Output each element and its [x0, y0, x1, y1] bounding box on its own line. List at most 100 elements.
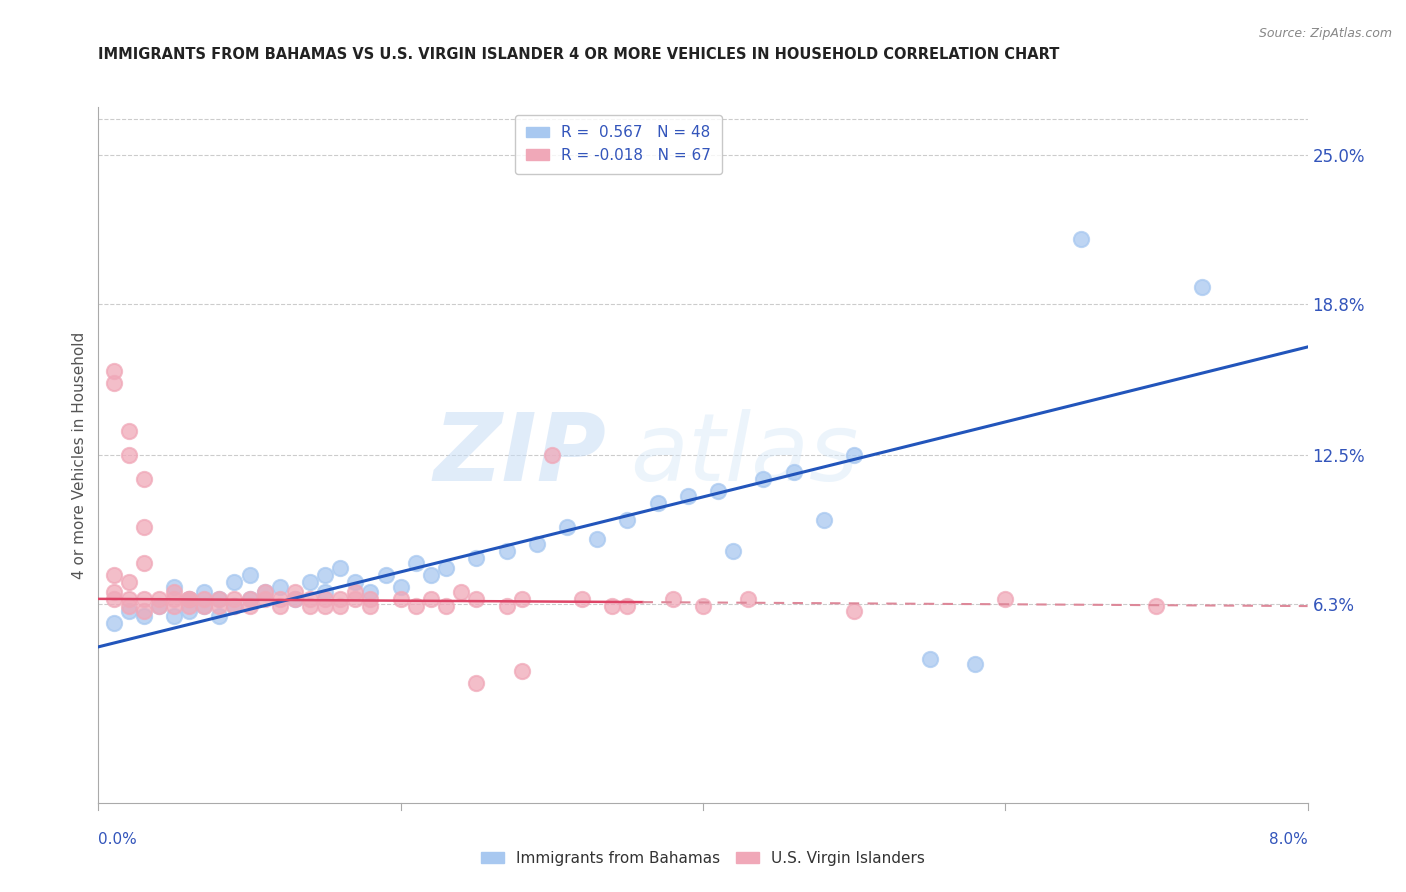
Point — [389, 591, 412, 606]
Text: ZIP: ZIP — [433, 409, 606, 501]
Point — [224, 599, 246, 613]
Point — [179, 591, 201, 606]
Text: IMMIGRANTS FROM BAHAMAS VS U.S. VIRGIN ISLANDER 4 OR MORE VEHICLES IN HOUSEHOLD : IMMIGRANTS FROM BAHAMAS VS U.S. VIRGIN I… — [98, 47, 1060, 62]
Point — [103, 376, 125, 390]
Point — [103, 591, 125, 606]
Text: Source: ZipAtlas.com: Source: ZipAtlas.com — [1258, 27, 1392, 40]
Point — [844, 448, 866, 462]
Point — [1070, 232, 1092, 246]
Point — [359, 591, 381, 606]
Point — [465, 551, 488, 566]
Point — [132, 608, 155, 623]
Point — [344, 584, 367, 599]
Point — [132, 556, 155, 570]
Point — [571, 591, 593, 606]
Point — [602, 599, 624, 613]
Point — [465, 676, 488, 690]
Point — [208, 608, 231, 623]
Point — [616, 599, 638, 613]
Point — [208, 599, 231, 613]
Point — [389, 580, 412, 594]
Point — [707, 483, 730, 498]
Point — [495, 544, 517, 558]
Point — [419, 567, 441, 582]
Point — [329, 560, 352, 574]
Point — [269, 599, 291, 613]
Point — [495, 599, 517, 613]
Point — [692, 599, 714, 613]
Point — [179, 599, 201, 613]
Point — [540, 448, 562, 462]
Point — [813, 513, 835, 527]
Legend: Immigrants from Bahamas, U.S. Virgin Islanders: Immigrants from Bahamas, U.S. Virgin Isl… — [475, 845, 931, 871]
Point — [616, 513, 638, 527]
Point — [299, 575, 322, 590]
Point — [224, 575, 246, 590]
Text: atlas: atlas — [630, 409, 859, 500]
Point — [374, 567, 396, 582]
Point — [284, 591, 307, 606]
Point — [284, 591, 307, 606]
Point — [118, 448, 141, 462]
Point — [118, 599, 141, 613]
Point — [163, 608, 186, 623]
Text: 8.0%: 8.0% — [1268, 831, 1308, 847]
Point — [239, 591, 262, 606]
Point — [359, 584, 381, 599]
Point — [163, 584, 186, 599]
Point — [299, 591, 322, 606]
Point — [132, 520, 155, 534]
Point — [163, 591, 186, 606]
Point — [179, 604, 201, 618]
Text: 0.0%: 0.0% — [98, 831, 138, 847]
Point — [253, 591, 276, 606]
Point — [132, 604, 155, 618]
Point — [555, 520, 578, 534]
Point — [752, 472, 775, 486]
Point — [526, 537, 548, 551]
Point — [193, 584, 215, 599]
Point — [510, 664, 533, 678]
Point — [284, 584, 307, 599]
Point — [118, 575, 141, 590]
Point — [132, 472, 155, 486]
Point — [269, 580, 291, 594]
Point — [208, 591, 231, 606]
Point — [344, 591, 367, 606]
Point — [179, 591, 201, 606]
Point — [299, 599, 322, 613]
Point — [269, 591, 291, 606]
Point — [314, 599, 336, 613]
Point — [314, 567, 336, 582]
Point — [148, 591, 170, 606]
Point — [419, 591, 441, 606]
Point — [1144, 599, 1167, 613]
Point — [405, 556, 427, 570]
Point — [118, 424, 141, 438]
Point — [224, 591, 246, 606]
Point — [118, 604, 141, 618]
Point — [253, 584, 276, 599]
Point — [465, 591, 488, 606]
Y-axis label: 4 or more Vehicles in Household: 4 or more Vehicles in Household — [72, 331, 87, 579]
Point — [239, 599, 262, 613]
Point — [314, 591, 336, 606]
Point — [118, 591, 141, 606]
Point — [103, 567, 125, 582]
Point — [163, 580, 186, 594]
Point — [193, 599, 215, 613]
Point — [329, 599, 352, 613]
Point — [179, 591, 201, 606]
Point — [103, 364, 125, 378]
Point — [193, 599, 215, 613]
Point — [208, 591, 231, 606]
Point — [329, 591, 352, 606]
Point — [647, 496, 669, 510]
Point — [510, 591, 533, 606]
Point — [918, 652, 941, 666]
Point — [737, 591, 759, 606]
Point — [661, 591, 683, 606]
Point — [239, 567, 262, 582]
Point — [224, 599, 246, 613]
Point — [163, 599, 186, 613]
